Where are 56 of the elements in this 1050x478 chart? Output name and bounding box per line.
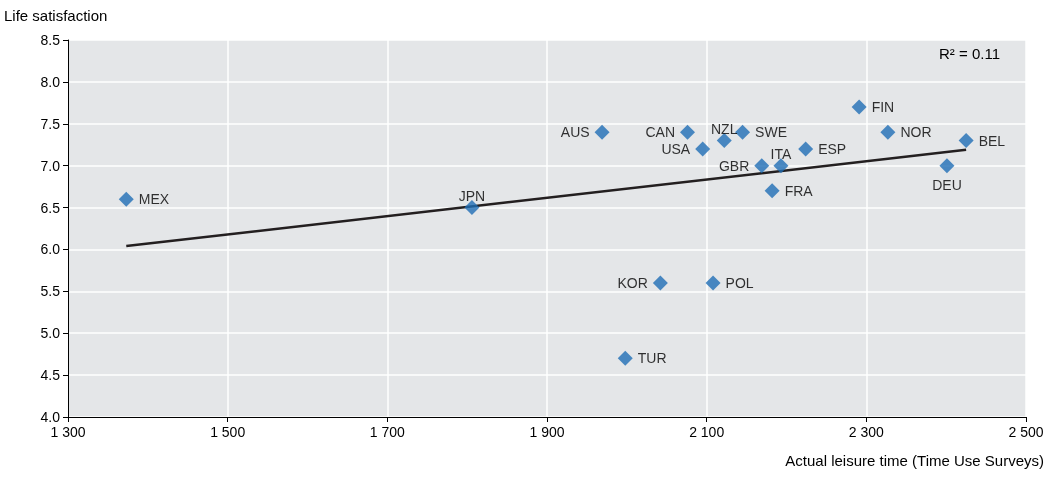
point <box>594 124 610 140</box>
y-tick-label: 4.0 <box>40 409 61 425</box>
x-tick-label: 2 100 <box>689 424 725 440</box>
point <box>735 124 751 140</box>
series-label: TUR <box>637 350 667 367</box>
point <box>764 183 780 199</box>
point <box>617 350 633 366</box>
series-label: KOR <box>617 274 648 291</box>
series-label: MEX <box>138 191 170 208</box>
series-label: USA <box>661 140 691 157</box>
y-tick-label: 6.0 <box>40 241 61 258</box>
point <box>754 158 770 174</box>
point <box>958 133 974 149</box>
x-tick-label: 1 300 <box>50 424 86 440</box>
point <box>652 275 668 291</box>
point <box>798 141 814 157</box>
series-label: NOR <box>900 124 932 141</box>
series-label: FIN <box>871 99 895 116</box>
x-tick-label: 1 900 <box>529 424 565 440</box>
point <box>851 99 867 115</box>
point <box>716 133 732 149</box>
series-label: SWE <box>755 124 787 141</box>
annotation: R² = 0.11 <box>939 45 1001 62</box>
y-tick-label: 5.0 <box>40 325 61 342</box>
series-label: GBR <box>718 157 750 174</box>
point <box>705 275 721 291</box>
y-tick-label: 4.5 <box>40 367 61 384</box>
x-tick-label: 1 500 <box>210 424 246 440</box>
point <box>939 158 955 174</box>
series-label: POL <box>725 274 754 291</box>
series-label: NZL <box>711 121 738 138</box>
y-tick-label: 7.0 <box>40 157 61 174</box>
point <box>880 124 896 140</box>
y-tick-label: 8.5 <box>40 32 61 48</box>
series-label: CAN <box>645 124 676 141</box>
x-tick-label: 2 500 <box>1008 424 1044 440</box>
y-axis-title: Life satisfaction <box>4 7 108 24</box>
y-tick-label: 5.5 <box>40 283 61 300</box>
x-tick-label: 2 300 <box>848 424 885 440</box>
series-label: JPN <box>458 188 486 205</box>
series-label: ESP <box>818 140 847 157</box>
point <box>118 191 134 207</box>
series-label: BEL <box>978 132 1006 149</box>
y-tick-label: 8.0 <box>40 73 61 90</box>
y-tick-label: 6.5 <box>40 199 61 216</box>
series-label: AUS <box>560 124 590 141</box>
series-label: FRA <box>784 182 814 199</box>
point <box>680 124 696 140</box>
y-tick-label: 7.5 <box>40 115 61 132</box>
point <box>695 141 711 157</box>
x-axis-title: Actual leisure time (Time Use Surveys) <box>785 452 1045 469</box>
point <box>773 158 789 174</box>
x-tick-label: 1 700 <box>369 424 406 440</box>
series-label: DEU <box>932 177 962 194</box>
point <box>464 200 480 216</box>
series-label: ITA <box>770 146 792 163</box>
